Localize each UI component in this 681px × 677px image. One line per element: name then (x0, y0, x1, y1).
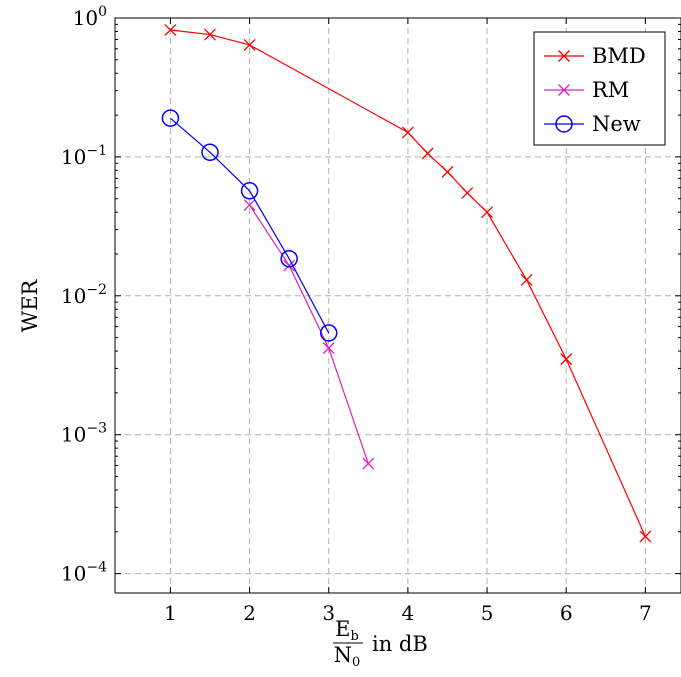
y-tick-label: 10−4 (61, 560, 107, 586)
x-tick-label: 1 (164, 601, 177, 625)
x-tick-label: 5 (481, 601, 494, 625)
x-tick-label: 2 (243, 601, 256, 625)
legend-swatch-marker (558, 84, 570, 96)
data-point-rm (283, 259, 296, 272)
data-point-bmd (243, 38, 256, 51)
series-rm (243, 199, 375, 470)
data-point-rm (362, 457, 375, 470)
x-tick-label: 4 (402, 601, 415, 625)
data-point-bmd (401, 126, 414, 139)
data-point-bmd (560, 353, 573, 366)
data-point-bmd (204, 28, 216, 41)
legend-entry-bmd: BMD (544, 44, 646, 68)
data-point-bmd (639, 530, 652, 543)
plot-frame (114, 17, 681, 594)
x-label-denominator: N0 (334, 643, 361, 670)
legend-swatch-marker (555, 115, 573, 133)
data-point-new (240, 182, 259, 200)
series-bmd (164, 24, 652, 543)
x-tick-label: 6 (560, 601, 573, 625)
data-point-new (201, 143, 219, 162)
y-tick-label: 100 (73, 4, 107, 30)
data-point-bmd (461, 187, 474, 199)
legend-swatch-marker (558, 50, 570, 62)
data-point-bmd (164, 24, 177, 36)
legend-entry-rm: RM (544, 78, 629, 102)
x-tick-label: 7 (639, 601, 652, 625)
data-point-bmd (421, 147, 434, 160)
y-tick-label: 10−3 (61, 421, 107, 447)
data-point-new (319, 324, 338, 342)
y-axis-label: WER (18, 278, 42, 332)
data-point-rm (243, 199, 256, 212)
legend-label-bmd: BMD (592, 44, 646, 68)
series-layer (161, 24, 652, 543)
data-point-new (280, 249, 298, 268)
x-label-suffix: in dB (372, 632, 428, 656)
y-tick-label: 10−1 (61, 143, 107, 169)
data-point-bmd (481, 206, 494, 219)
legend: BMD RM New (533, 31, 666, 146)
legend-label-new: New (592, 112, 641, 136)
data-point-bmd (520, 274, 533, 286)
series-line-new (170, 117, 330, 334)
axis-labels: WER Eb N0 in dB (18, 278, 428, 670)
x-tick-label: 3 (322, 601, 335, 625)
x-label-numerator: Eb (335, 617, 359, 644)
data-point-rm (322, 342, 335, 355)
legend-entry-new: New (544, 112, 641, 136)
series-line-rm (249, 204, 369, 464)
y-tick-label: 10−2 (61, 282, 107, 308)
x-axis-label: Eb N0 in dB (333, 617, 428, 670)
series-new (161, 109, 338, 342)
data-point-new (161, 109, 180, 127)
data-point-bmd (441, 165, 454, 178)
legend-label-rm: RM (592, 78, 629, 102)
